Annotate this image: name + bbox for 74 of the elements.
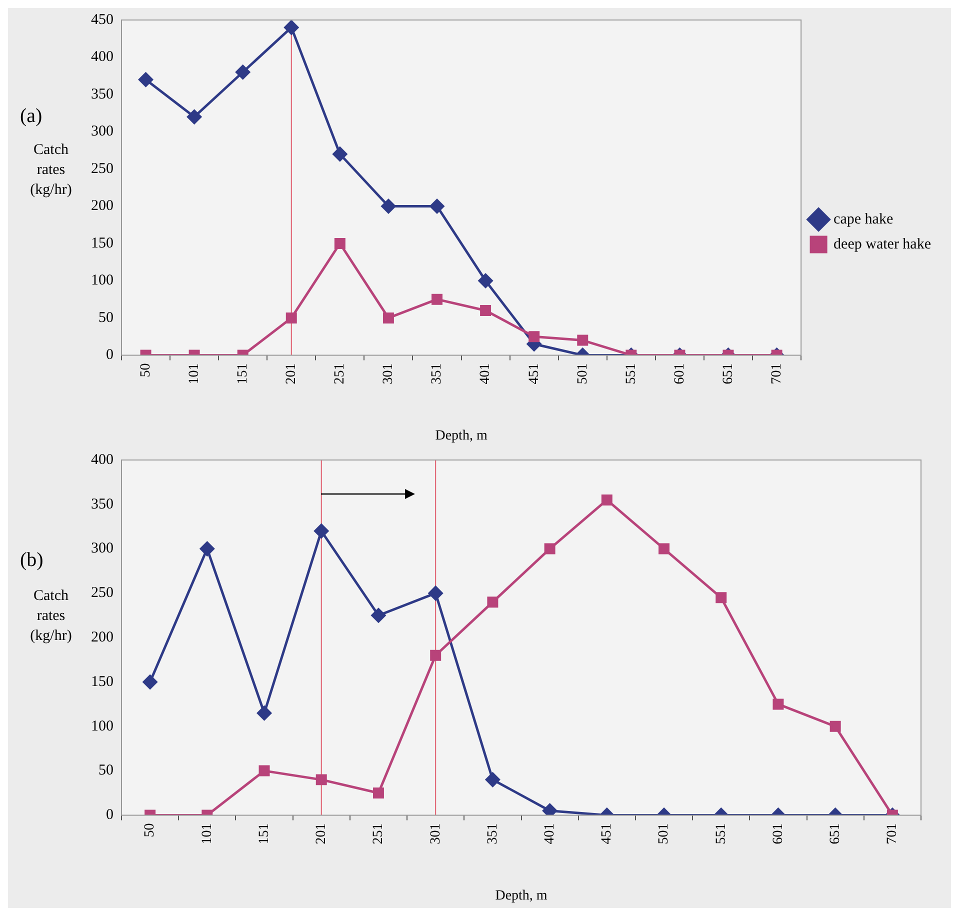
x-tick-label: 351 — [430, 363, 445, 384]
x-tick-label: 501 — [575, 363, 590, 384]
x-tick-label: 151 — [256, 823, 272, 844]
x-tick-label: 401 — [478, 363, 494, 384]
point — [200, 542, 214, 556]
y-tick-label: 150 — [91, 674, 114, 690]
y-axis-title: Catch rates (kg/hr) — [29, 587, 73, 646]
x-tick-label: 401 — [542, 823, 558, 844]
y-tick-label: 300 — [91, 124, 114, 140]
y-tick-label: 0 — [106, 807, 114, 824]
point — [716, 592, 727, 604]
y-tick-label: 0 — [106, 347, 114, 364]
y-tick-label: 300 — [91, 540, 114, 557]
point — [381, 198, 396, 214]
point — [430, 198, 444, 214]
y-tick-label: 250 — [91, 160, 114, 177]
x-tick-label: 451 — [600, 823, 615, 844]
point — [332, 146, 348, 162]
x-tick-label: 651 — [720, 363, 736, 384]
y-tick-label: 450 — [91, 12, 114, 28]
x-tick-label: 50 — [142, 823, 158, 838]
y-tick-label: 100 — [91, 718, 114, 734]
point — [236, 64, 250, 80]
text: (b) — [20, 549, 44, 572]
point — [284, 20, 299, 35]
point — [334, 238, 346, 249]
point — [428, 586, 443, 600]
point — [430, 650, 442, 661]
x-tick-label: 251 — [332, 363, 348, 384]
y-tick-label: 350 — [91, 86, 114, 102]
legend-label: deep water hake — [834, 236, 932, 252]
text: (a) — [20, 104, 42, 128]
x-tick-label: 251 — [371, 823, 386, 844]
x-tick-label: 351 — [485, 823, 500, 844]
y-tick-label: 200 — [91, 630, 114, 646]
x-tick-label: 201 — [284, 363, 300, 384]
x-tick-label: 601 — [770, 823, 786, 844]
point — [138, 72, 154, 87]
y-tick-label: 400 — [91, 49, 114, 66]
y-tick-label: 200 — [91, 198, 114, 214]
point — [658, 543, 670, 554]
legend-label: cape hake — [834, 211, 894, 228]
x-tick-label: 101 — [186, 363, 202, 384]
y-tick-label: 150 — [91, 235, 114, 252]
x-tick-label: 601 — [672, 363, 688, 384]
y-axis-title: Catch rates (kg/hr) — [29, 141, 73, 200]
x-tick-label: 451 — [526, 363, 542, 384]
x-tick-label: 50 — [138, 363, 154, 378]
y-tick-label: 50 — [98, 310, 114, 326]
x-tick-label: 551 — [714, 823, 729, 844]
point — [487, 596, 498, 608]
x-tick-label: 651 — [828, 823, 844, 844]
x-tick-label: 501 — [656, 823, 672, 844]
x-axis-title: Depth, m — [435, 428, 488, 444]
point — [314, 524, 329, 538]
x-tick-label: 101 — [200, 823, 215, 844]
point — [187, 110, 202, 124]
y-tick-label: 100 — [91, 272, 114, 289]
point — [544, 543, 556, 554]
x-axis-title: Depth, m — [495, 888, 548, 904]
y-tick-label: 400 — [91, 452, 114, 468]
y-tick-label: 250 — [91, 585, 114, 602]
point — [371, 608, 386, 623]
point — [601, 494, 612, 506]
y-tick-label: 50 — [98, 762, 114, 779]
x-tick-label: 701 — [769, 363, 784, 384]
x-tick-label: 701 — [885, 823, 900, 844]
y-tick-label: 350 — [91, 496, 114, 512]
x-tick-label: 301 — [428, 823, 444, 844]
x-tick-label: 301 — [381, 363, 396, 384]
point — [142, 674, 158, 690]
x-tick-label: 551 — [624, 363, 639, 384]
x-tick-label: 201 — [314, 823, 330, 844]
x-tick-label: 151 — [236, 363, 251, 384]
